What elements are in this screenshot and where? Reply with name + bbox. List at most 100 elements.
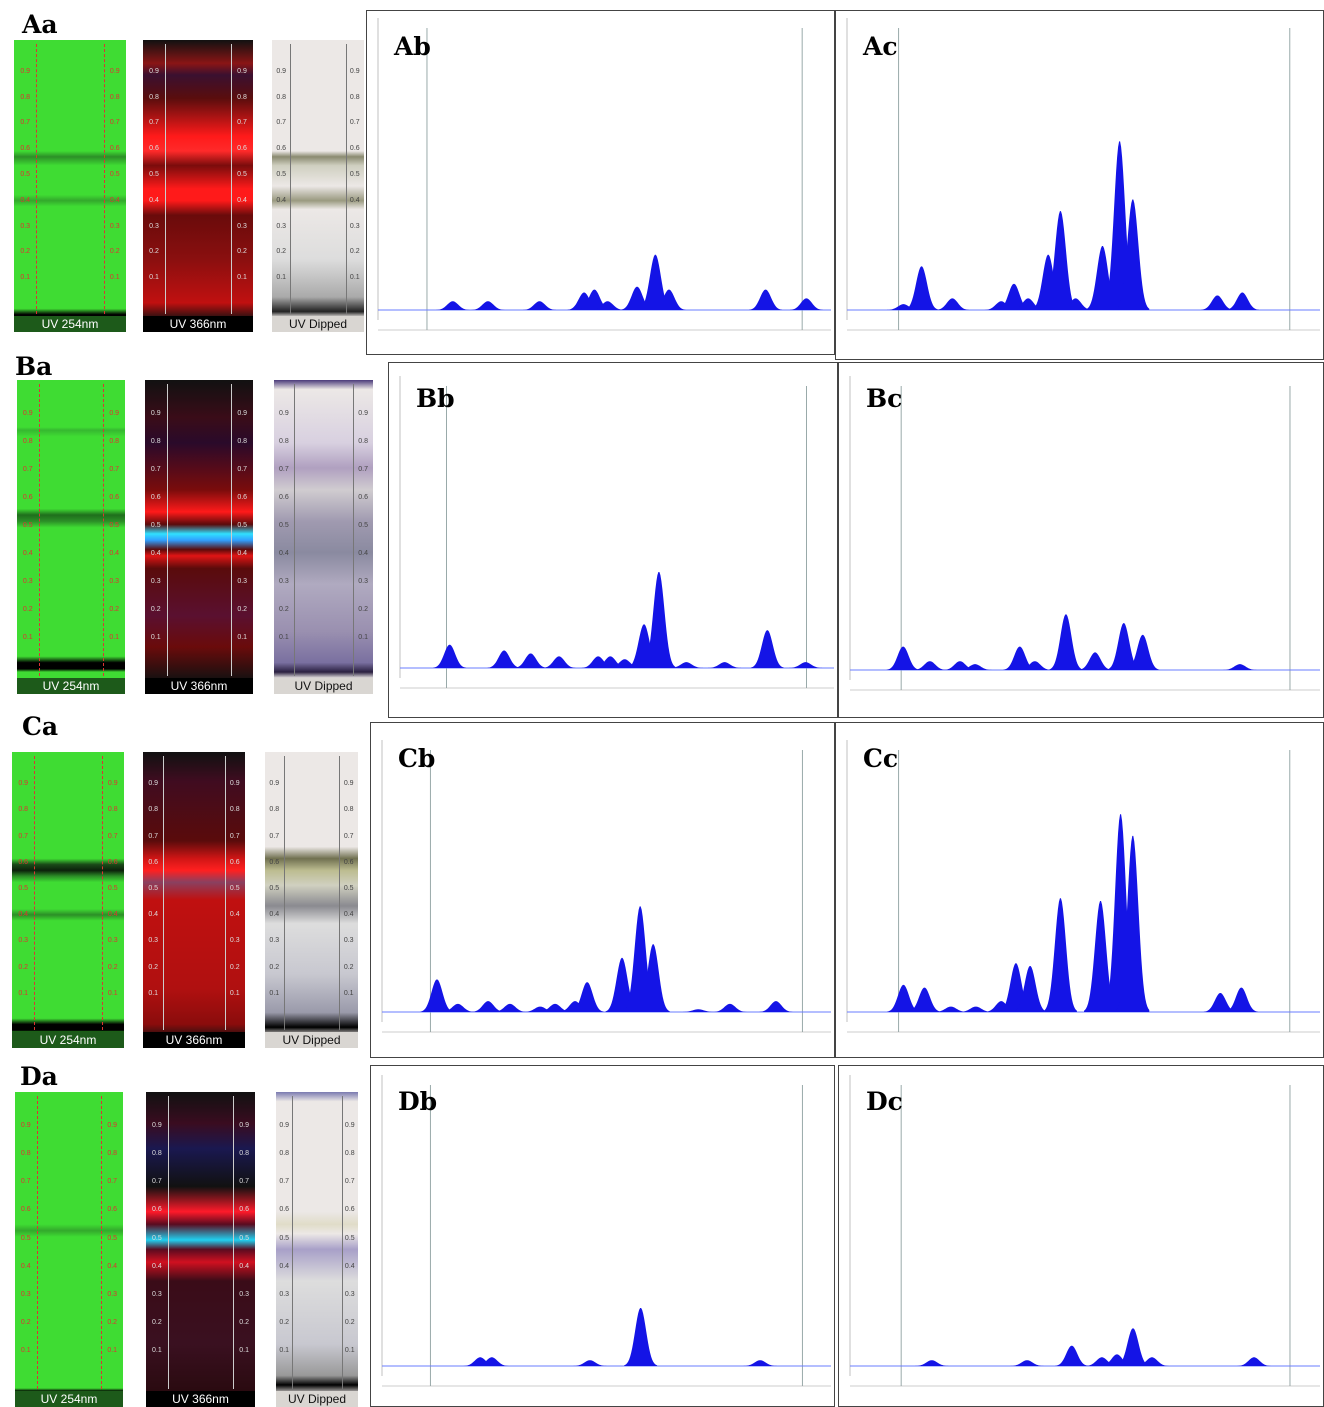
rf-label: 0.8 [150, 438, 161, 445]
strip-guide [339, 756, 341, 1030]
rf-label: 0.2 [279, 1318, 290, 1326]
rf-label: 0.4 [109, 196, 120, 204]
rf-label: 0.6 [107, 1206, 118, 1214]
rf-label: 0.4 [109, 550, 120, 557]
profile-label: Cc [863, 744, 898, 773]
rf-label: 0.1 [349, 274, 360, 282]
peak [681, 1009, 715, 1012]
rf-label: 0.8 [343, 806, 354, 814]
rf-label: 0.5 [279, 1234, 290, 1242]
peak [652, 289, 686, 310]
peak [1116, 1328, 1150, 1366]
panel-frame [370, 722, 835, 1058]
rf-label: 0.7 [20, 1178, 31, 1186]
rf-label: 0.1 [109, 274, 120, 282]
rf-label: 0.8 [229, 806, 240, 814]
rf-label: 0.8 [107, 1150, 118, 1158]
peak [1223, 664, 1257, 670]
tlc-strip: 0.1 0.1 0.2 0.2 0.3 0.3 0.4 0.4 0.5 0.5 0.6 0.6 0.7 0… [15, 1092, 123, 1407]
peak [708, 662, 742, 668]
peak [886, 646, 920, 670]
rf-label: 0.6 [150, 494, 161, 501]
peak [935, 298, 969, 310]
peak [789, 298, 823, 310]
rf-label: 0.5 [149, 171, 159, 178]
peak [1018, 661, 1052, 670]
panel-frame [370, 1065, 835, 1407]
strip-guide [341, 1096, 343, 1389]
rf-label: 0.3 [107, 937, 118, 945]
rf-label: 0.3 [20, 1290, 31, 1298]
rf-label: 0.4 [107, 1262, 118, 1270]
rf-label: 0.8 [358, 438, 368, 445]
rf-label: 0.9 [107, 1122, 118, 1130]
peak [538, 1003, 572, 1012]
strip-guide [103, 384, 105, 676]
rf-label: 0.9 [344, 1122, 355, 1130]
rf-label: 0.2 [269, 963, 280, 971]
peak [441, 1003, 475, 1012]
rf-label: 0.3 [358, 578, 368, 585]
rf-label: 0.5 [358, 522, 368, 529]
rf-label: 0.1 [358, 634, 368, 641]
rf-label: 0.4 [276, 196, 287, 204]
peak [713, 1003, 747, 1012]
rf-label: 0.6 [344, 1206, 355, 1214]
rf-label: 0.7 [279, 1178, 290, 1186]
rf-label: 0.3 [148, 937, 159, 945]
rf-label: 0.6 [229, 858, 240, 866]
tlc-strip: 0.1 0.1 0.2 0.2 0.3 0.3 0.4 0.4 0.5 0.5 0.6 0.6 0.7 0… [17, 380, 125, 694]
tlc-strip: 0.1 0.1 0.2 0.2 0.3 0.3 0.4 0.4 0.5 0.5 0.6 0.6 0.7 0… [272, 40, 364, 332]
strip-guide [36, 1096, 38, 1389]
strip-guide [353, 384, 355, 676]
rf-label: 0.5 [20, 1234, 31, 1242]
strip-guide [163, 756, 165, 1030]
rf-label: 0.7 [237, 119, 247, 127]
rf-label: 0.2 [237, 248, 247, 256]
rf-label: 0.4 [149, 196, 159, 204]
plate-label: Ca [22, 712, 59, 741]
rf-label: 0.4 [229, 911, 240, 919]
peak [1010, 1360, 1044, 1366]
rf-label: 0.8 [239, 1150, 249, 1158]
peak [913, 661, 947, 670]
peak [1043, 898, 1077, 1012]
rf-label: 0.3 [229, 937, 240, 945]
rf-label: 0.8 [237, 93, 247, 101]
peak [1043, 211, 1077, 310]
strip-guide [101, 1096, 103, 1389]
rf-label: 0.6 [349, 145, 360, 153]
peak [750, 630, 784, 668]
strip-guide [36, 44, 38, 314]
rf-label: 0.9 [22, 410, 33, 417]
peak [1049, 614, 1083, 670]
rf-label: 0.9 [349, 67, 360, 75]
tlc-strip: 0.1 0.1 0.2 0.2 0.3 0.3 0.4 0.4 0.5 0.5 0.6 0.6 0.7 0… [274, 380, 373, 694]
strip-guide [292, 1096, 294, 1389]
peak [523, 301, 557, 310]
strip-caption: UV Dipped [276, 1391, 358, 1407]
panel-frame [838, 1065, 1324, 1407]
rf-label: 0.1 [109, 634, 120, 641]
rf-label: 0.6 [22, 494, 33, 501]
peak [759, 1001, 793, 1012]
rf-label: 0.9 [237, 67, 247, 75]
rf-label: 0.7 [279, 466, 289, 473]
rf-label: 0.4 [349, 196, 360, 204]
rf-label: 0.7 [269, 832, 280, 840]
peak [638, 254, 672, 310]
peak [905, 266, 939, 310]
rf-label: 0.5 [152, 1234, 162, 1242]
peak [1225, 292, 1259, 310]
rf-label: 0.7 [109, 466, 120, 473]
plate-label: Ba [15, 352, 53, 381]
rf-label: 0.3 [344, 1290, 355, 1298]
rf-label: 0.2 [18, 963, 29, 971]
profile-label: Bc [866, 384, 902, 413]
rf-label: 0.3 [152, 1290, 162, 1298]
rf-label: 0.8 [109, 438, 120, 445]
rf-label: 0.2 [109, 248, 120, 256]
rf-label: 0.4 [107, 911, 118, 919]
rf-label: 0.5 [20, 171, 31, 178]
rf-label: 0.3 [237, 222, 247, 230]
